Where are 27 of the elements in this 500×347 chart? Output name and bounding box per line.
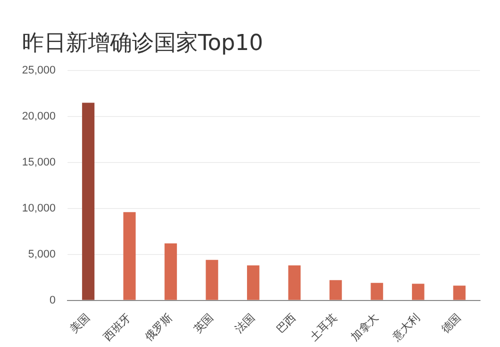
bar bbox=[82, 102, 94, 300]
x-tick-label: 西班牙 bbox=[101, 310, 134, 344]
x-tick-label: 巴西 bbox=[274, 310, 299, 336]
y-tick-label: 15,000 bbox=[22, 156, 56, 169]
bar bbox=[288, 265, 301, 300]
x-tick-label: 加拿大 bbox=[348, 310, 382, 344]
bar bbox=[453, 286, 466, 300]
x-tick-label: 法国 bbox=[232, 310, 258, 336]
bar bbox=[329, 280, 342, 300]
y-tick-label: 20,000 bbox=[22, 110, 56, 123]
bar bbox=[164, 243, 177, 300]
x-tick-label: 德国 bbox=[438, 310, 464, 336]
bar bbox=[370, 282, 384, 300]
x-tick-label: 美国 bbox=[68, 310, 92, 336]
y-tick-label: 25,000 bbox=[22, 64, 56, 77]
bar bbox=[247, 265, 260, 300]
y-tick-label: 10,000 bbox=[22, 202, 56, 214]
x-tick-label: 俄罗斯 bbox=[142, 310, 175, 344]
y-tick-label: 5,000 bbox=[28, 248, 56, 260]
bar bbox=[206, 260, 218, 300]
bar bbox=[123, 212, 136, 300]
x-tick-label: 意大利 bbox=[389, 310, 422, 344]
bar bbox=[412, 284, 424, 300]
y-tick-label: 0 bbox=[50, 294, 56, 306]
x-tick-label: 英国 bbox=[191, 310, 216, 336]
chart-title: 昨日新增确诊国家Top10 bbox=[21, 30, 264, 56]
x-tick-label: 土耳其 bbox=[307, 310, 340, 344]
